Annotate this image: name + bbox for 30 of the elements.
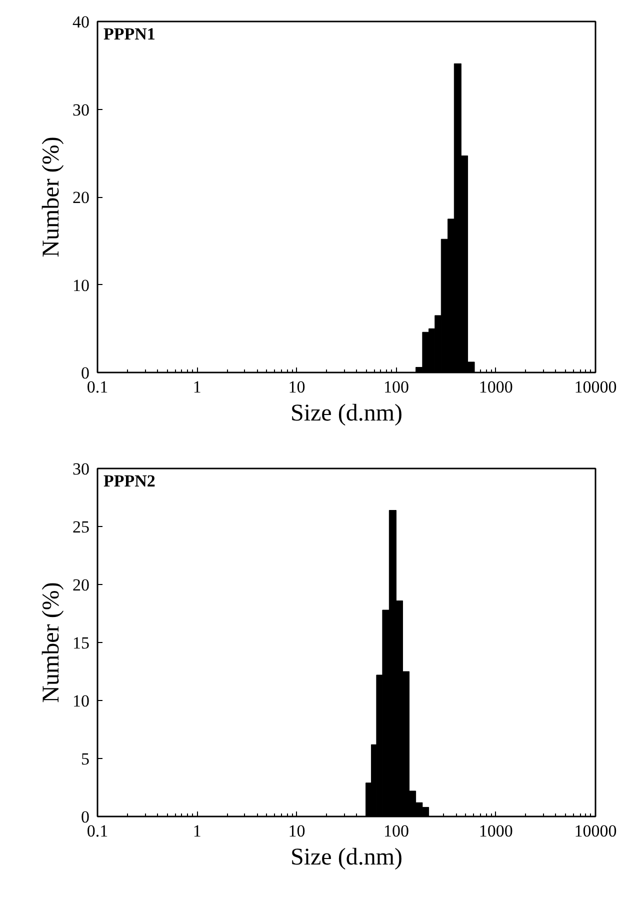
x-tick-label: 1 [192,378,202,396]
x-tick-label: 10 [288,378,306,396]
x-tick-label: 0.1 [86,378,108,396]
x-tick-label: 10000 [574,378,617,396]
x-tick-label: 10000 [574,822,617,840]
y-tick-label: 20 [72,576,90,594]
x-axis-title: Size (d.nm) [290,844,402,870]
x-tick-label: 10 [288,822,306,840]
y-axis-title: Number (%) [38,136,64,258]
x-tick-label: 1000 [478,822,513,840]
y-tick-label: 30 [72,100,90,120]
x-tick-label: 100 [384,378,410,396]
x-tick-label: 1 [192,822,202,840]
chart-title: PPPN2 [104,472,156,490]
chart-title: PPPN1 [104,24,156,44]
y-tick-label: 0 [81,808,90,826]
y-tick-label: 40 [72,12,90,32]
y-axis-title: Number (%) [38,582,64,703]
y-tick-label: 5 [81,750,90,768]
x-tick-label: 1000 [478,378,513,396]
y-tick-label: 20 [72,188,90,207]
y-tick-label: 0 [81,364,90,382]
x-tick-label: 100 [384,822,410,840]
y-tick-label: 25 [72,518,90,536]
y-tick-label: 10 [72,692,90,710]
y-tick-label: 30 [72,460,90,478]
x-tick-label: 0.1 [86,822,108,840]
y-tick-label: 15 [72,634,90,652]
x-axis-title: Size (d.nm) [290,400,402,426]
y-tick-label: 10 [72,276,90,295]
